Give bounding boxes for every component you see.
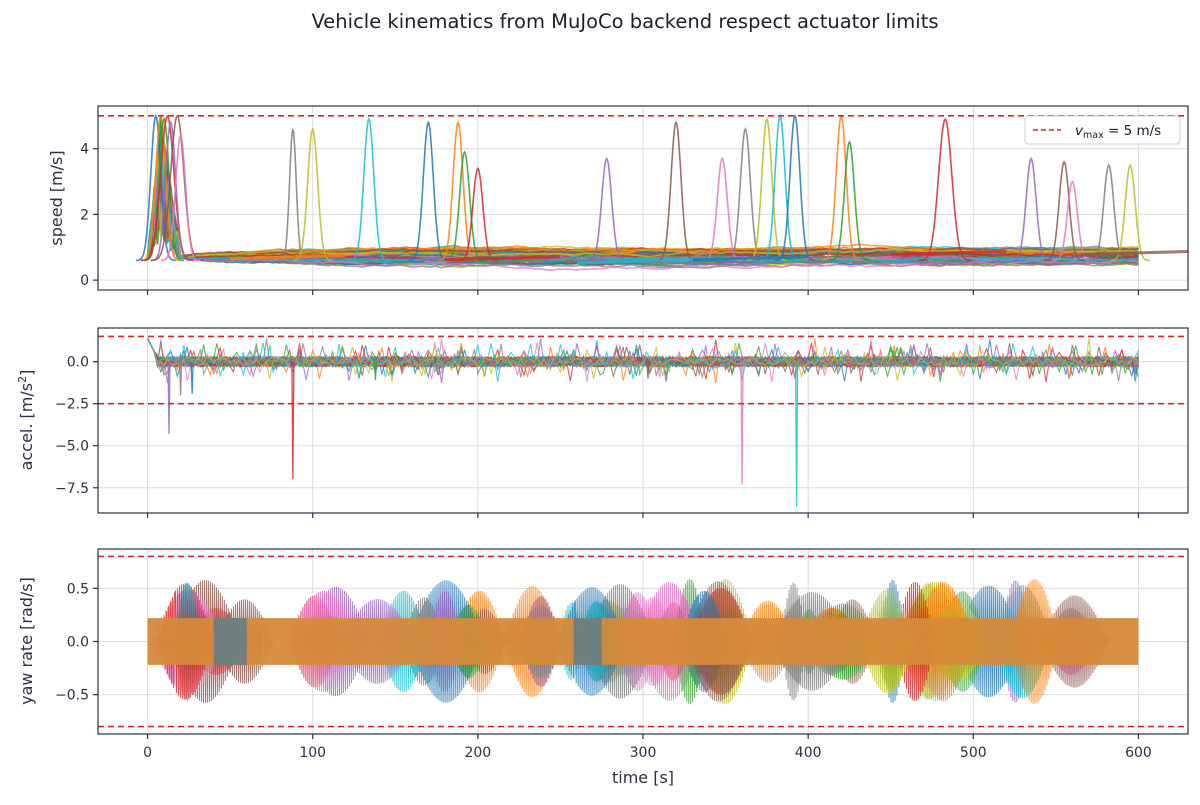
yaw-rate-dominant-band [147,618,1139,665]
panel-acceleration: 0.0 −2.5 −5.0 −7.5 accel. [m/s2] [16,327,1189,518]
acceleration-spike [740,361,744,485]
speed-peak-line [746,117,787,262]
speed-ticks: 0 2 4 [80,142,1140,295]
acceleration-spike [167,361,171,434]
speed-series [135,113,1188,272]
speed-peak-line [1044,160,1084,262]
ytick-label: 4 [80,142,89,158]
speed-ylabel: speed [m/s] [47,150,66,245]
speed-legend: vmax = 5 m/s [1024,115,1181,145]
speed-series-line [146,202,1139,269]
speed-peak-line [918,117,972,262]
yaw-rate-limit-lines [98,555,1188,728]
xtick-label: 100 [299,745,326,761]
yaw-rate-series [147,578,1139,704]
speed-peak-line [1088,163,1129,262]
speed-peak-line [1110,163,1150,262]
acceleration-spike [794,361,799,507]
xtick-label: 600 [1125,745,1152,761]
ytick-label: −7.5 [55,481,89,497]
legend-box [1024,115,1181,145]
xtick-label: 400 [795,745,822,761]
ytick-label: 2 [80,207,89,223]
speed-peak-line [775,113,815,262]
speed-peak-line [144,117,184,262]
speed-peak-line [150,120,191,262]
yaw-rate-series-line [406,580,485,703]
speed-peak-line [586,157,627,262]
acceleration-ylabel: accel. [m/s2] [16,370,36,471]
xtick-label: 500 [960,745,987,761]
yaw-rate-ylabel: yaw rate [rad/s] [17,577,36,705]
speed-peak-line [656,120,696,262]
speed-peak-line [140,114,194,262]
speed-peak-line [1052,180,1093,262]
speed-peak-line [444,150,485,262]
acceleration-ticks: 0.0 −2.5 −5.0 −7.5 [55,355,1140,518]
speed-peak-line [760,113,800,262]
speed-peak-line [135,113,176,262]
xtick-label: 300 [630,745,657,761]
ytick-label: −0.5 [55,688,89,704]
ytick-label: 0 [80,273,89,289]
time-xlabel: time [s] [612,768,674,787]
yaw-rate-band-overlay [573,618,602,665]
acceleration-limit-lines [98,335,1188,405]
acceleration-spike [291,361,295,480]
speed-series-line [890,249,1007,257]
speed-peak-line [160,133,201,262]
speed-series-line [444,254,561,262]
acceleration-spike [190,361,194,394]
speed-series-line [146,144,1139,263]
acceleration-series-line [147,337,1139,379]
speed-peak-line [438,120,478,262]
speed-peak-line [829,140,870,262]
xtick-label: 200 [464,745,491,761]
ytick-label: 0.5 [67,581,89,597]
legend-vmax-label: vmax = 5 m/s [1075,123,1161,141]
speed-series-line [692,254,809,262]
speed-peak-line [150,114,204,262]
yaw-rate-series-line [426,590,463,693]
yaw-rate-series-line [992,585,1053,698]
yaw-rate-band-overlay [213,618,247,665]
speed-series-line [146,142,1139,272]
ytick-label: −5.0 [55,439,89,455]
speed-peak-line [348,117,389,262]
ytick-label: −2.5 [55,397,89,413]
acceleration-spike [178,361,183,396]
speed-peak-line [408,120,449,262]
figure-title: Vehicle kinematics from MuJoCo backend r… [311,10,939,33]
ytick-label: 0.0 [67,355,89,371]
speed-series-line [1080,249,1188,257]
panel-speed: 0 2 4 speed [m/s] vmax = 5 m/s [47,105,1189,295]
acceleration-spike [646,361,650,379]
panel-yaw-rate: 0 100 200 300 400 500 600 0.5 0.0 −0.5 yaw rate [… [17,548,1189,787]
acceleration-spike [373,361,378,381]
acceleration-series-line [147,337,1139,377]
acceleration-series-line [147,337,1139,374]
ytick-label: 0.0 [67,635,89,651]
speed-peak-line [1011,156,1051,262]
yaw-rate-ticks: 0 100 200 300 400 500 600 0.5 0.0 −0.5 [55,581,1152,761]
speed-series-line [230,254,346,261]
acceleration-series [147,337,1140,507]
speed-series-line [576,258,693,265]
speed-peak-line [702,157,743,262]
xtick-label: 0 [143,745,152,761]
